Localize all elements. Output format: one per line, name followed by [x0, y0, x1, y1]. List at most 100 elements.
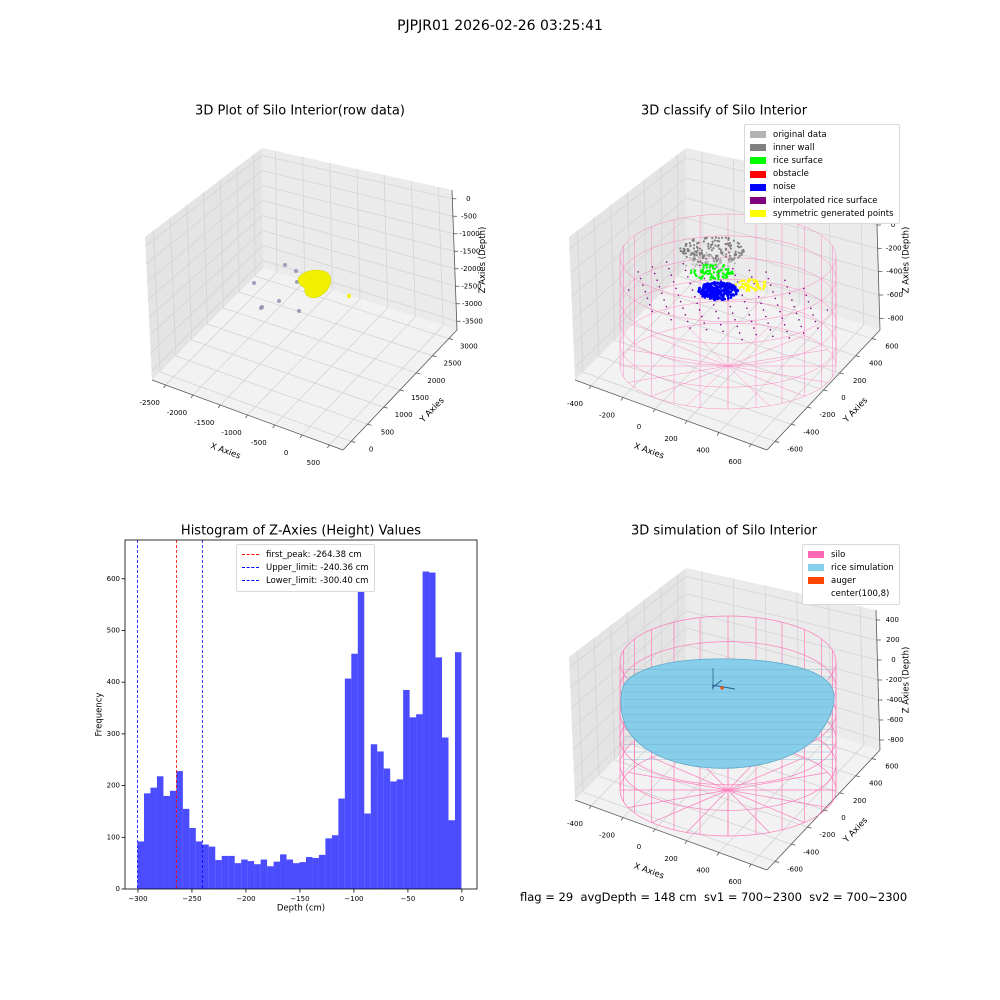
cluster-point [733, 253, 737, 257]
cluster-point [716, 245, 719, 248]
cluster-point [692, 260, 695, 263]
cluster-point [683, 247, 686, 251]
histogram-bar [221, 855, 229, 889]
x-tick-label: 0 [284, 449, 288, 457]
interpolated-point [750, 320, 753, 323]
z-tick-label: -800 [888, 736, 904, 744]
cluster-point [740, 253, 743, 256]
cluster-point [693, 250, 696, 253]
grid-line [329, 162, 333, 291]
histogram-bar [318, 854, 326, 889]
cluster-point [712, 257, 715, 260]
grid-line [410, 180, 416, 317]
grid-line [593, 217, 600, 357]
x-axis-label: X Axies [632, 861, 665, 881]
cluster-point [763, 280, 767, 283]
legend-label: center(100,8) [831, 589, 890, 600]
cluster-point [712, 276, 715, 280]
cluster-point [729, 247, 733, 250]
x-tick [245, 414, 248, 419]
cluster-point [752, 278, 755, 281]
interpolated-point [757, 295, 760, 298]
x-tick-label: 600 [728, 878, 741, 886]
silo-spoke [651, 757, 729, 791]
histogram-bar [338, 798, 345, 889]
interpolated-point [651, 266, 654, 268]
interpolated-point [717, 317, 720, 319]
histogram-bar [169, 790, 177, 889]
interpolated-point [788, 292, 791, 295]
interpolated-point [694, 295, 696, 298]
cluster-point [747, 289, 751, 293]
x-tick-label: -200 [599, 832, 615, 840]
cluster-point [719, 280, 723, 284]
grid-line [169, 217, 177, 357]
rice-surface-mesh [624, 669, 834, 760]
legend-swatch-inner-wall [750, 144, 766, 152]
cluster-point [702, 291, 706, 295]
cluster-point [700, 277, 703, 280]
x-tick-label: 0 [637, 843, 641, 851]
y-tick-label: 200 [853, 377, 866, 385]
cluster-point [703, 237, 706, 240]
histogram-bar [273, 861, 281, 889]
cluster-point [698, 276, 701, 279]
silo-spoke [727, 326, 770, 367]
cluster-point [697, 260, 700, 264]
interpolated-point [798, 319, 800, 321]
auger-arm [711, 684, 736, 690]
cluster-point [699, 257, 702, 260]
x-tick-label: −250 [182, 895, 201, 903]
grid-line [219, 179, 224, 309]
cluster-point [731, 293, 735, 296]
chart-title: 3D classify of Silo Interior [641, 104, 808, 119]
z-tick-label: -3500 [463, 317, 483, 325]
cluster-point [697, 241, 700, 244]
grid-line [146, 185, 263, 282]
cluster-point [685, 264, 688, 267]
cluster-point [718, 247, 721, 250]
cluster-point [695, 251, 698, 254]
histogram-bar [189, 827, 196, 889]
grid-line [149, 230, 263, 336]
cluster-point [740, 279, 743, 282]
interpolated-point [637, 271, 639, 273]
interpolated-point [748, 269, 751, 272]
y-tick-label: 300 [107, 730, 120, 738]
cluster-point [710, 275, 714, 278]
histogram-bar [396, 779, 404, 889]
grid-line [569, 157, 687, 250]
histogram-bar [442, 737, 449, 889]
silo-spoke [727, 757, 805, 791]
histogram-bar [429, 572, 436, 889]
legend-label: silo [831, 549, 846, 560]
cluster-point [700, 254, 703, 257]
x-tick-label: -400 [567, 400, 583, 408]
cluster-point [719, 248, 723, 252]
cluster-point [691, 263, 694, 266]
cluster-point [716, 295, 720, 299]
interpolated-point [743, 300, 746, 303]
cluster-point [697, 256, 700, 259]
cluster-point [738, 281, 741, 284]
interpolated-point [689, 282, 692, 285]
interpolated-point [748, 314, 751, 316]
cluster-point [707, 247, 710, 250]
cluster-point [711, 267, 715, 270]
y-tick-label: 600 [885, 763, 898, 771]
cluster-point [734, 250, 737, 253]
z-tick-label: -200 [886, 676, 902, 684]
cluster-point [702, 263, 706, 267]
histogram-bar [390, 781, 397, 889]
interpolated-point [734, 318, 736, 321]
silo-spoke [727, 789, 828, 808]
grid-line [275, 150, 278, 273]
cluster-point [681, 250, 684, 253]
cluster-point [740, 245, 743, 248]
histogram-bar [293, 863, 300, 889]
cluster-point [715, 281, 719, 285]
grid-line [145, 155, 263, 247]
legend-label: first_peak: -264.38 cm [266, 549, 362, 560]
cluster-point [688, 241, 691, 245]
cluster-point [723, 291, 727, 295]
